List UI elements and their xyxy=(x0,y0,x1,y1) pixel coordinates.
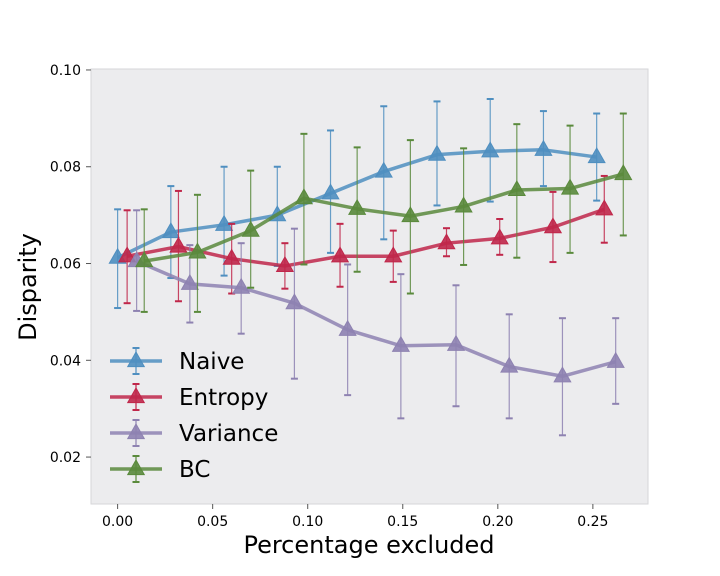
data-point xyxy=(587,147,606,164)
y-tick-label: 0.04 xyxy=(50,353,81,369)
data-point xyxy=(490,228,509,245)
data-point xyxy=(117,246,137,263)
legend-label: Entropy xyxy=(179,385,268,411)
x-tick-label: 0.20 xyxy=(482,514,513,530)
y-tick-label: 0.08 xyxy=(50,160,81,176)
data-point xyxy=(294,188,314,205)
data-point xyxy=(454,196,473,213)
legend: Naive Entropy Variance BC xyxy=(110,347,278,483)
legend-label: Variance xyxy=(179,421,278,447)
data-point xyxy=(500,356,519,373)
x-tick-label: 0.00 xyxy=(102,514,133,530)
legend-item-variance: Variance xyxy=(110,419,278,447)
data-point xyxy=(614,163,633,181)
data-point xyxy=(534,139,553,156)
data-point xyxy=(391,335,411,352)
legend-marker xyxy=(126,386,146,404)
x-tick-label: 0.25 xyxy=(577,514,608,530)
x-tick-label: 0.15 xyxy=(387,514,418,530)
data-point xyxy=(507,179,526,197)
data-point xyxy=(135,251,154,268)
plot-area xyxy=(90,68,649,505)
data-point xyxy=(560,178,580,195)
legend-label: BC xyxy=(179,457,210,483)
y-axis-label: Disparity xyxy=(14,233,42,341)
y-tick-label: 0.10 xyxy=(50,63,81,79)
data-point xyxy=(180,273,199,290)
data-point xyxy=(285,293,304,310)
legend-item-bc: BC xyxy=(110,455,210,483)
series-line xyxy=(143,172,624,263)
data-point xyxy=(595,199,614,216)
data-point xyxy=(161,222,180,239)
legend-item-naive: Naive xyxy=(110,347,244,375)
series-variance xyxy=(127,209,625,437)
x-tick-label: 0.05 xyxy=(197,514,228,530)
data-point xyxy=(188,242,207,259)
data-point xyxy=(437,233,456,250)
data-point xyxy=(427,144,447,161)
series-layer xyxy=(108,98,633,437)
series-bc xyxy=(135,112,633,313)
series-line xyxy=(135,259,617,379)
data-point xyxy=(401,206,420,223)
y-tick-label: 0.02 xyxy=(50,450,81,466)
data-point xyxy=(553,366,572,383)
legend-marker xyxy=(126,458,146,476)
data-point xyxy=(232,277,251,294)
data-point xyxy=(481,141,500,158)
series-entropy xyxy=(117,174,614,305)
y-axis: 0.02 0.04 0.06 0.08 0.10 xyxy=(50,63,91,466)
legend-marker xyxy=(126,422,146,440)
data-point xyxy=(374,161,393,178)
series-line xyxy=(126,207,605,268)
data-point xyxy=(446,334,466,351)
x-axis: 0.00 0.05 0.10 0.15 0.20 0.25 xyxy=(102,504,608,530)
data-point xyxy=(348,198,367,215)
legend-label: Naive xyxy=(179,349,244,375)
data-point xyxy=(275,255,295,273)
legend-item-entropy: Entropy xyxy=(110,383,268,411)
x-tick-label: 0.10 xyxy=(292,514,323,530)
data-point xyxy=(222,248,241,265)
data-point xyxy=(606,351,625,368)
data-point xyxy=(330,246,350,263)
x-axis-label: Percentage excluded xyxy=(243,531,494,559)
y-tick-label: 0.06 xyxy=(50,257,81,273)
data-point xyxy=(384,246,403,263)
data-point xyxy=(321,183,340,200)
data-point xyxy=(338,319,357,336)
data-point xyxy=(241,220,260,237)
data-point xyxy=(543,217,563,234)
data-point xyxy=(169,236,188,253)
legend-marker xyxy=(126,350,146,368)
